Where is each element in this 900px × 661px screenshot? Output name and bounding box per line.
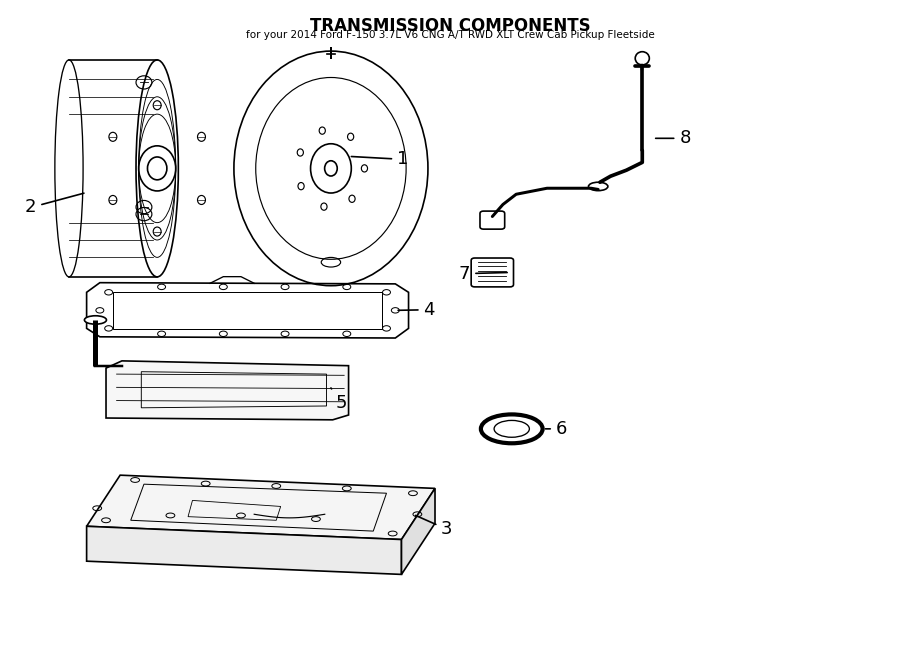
Polygon shape (86, 475, 435, 539)
Text: 6: 6 (545, 420, 567, 438)
Ellipse shape (85, 316, 106, 324)
Text: for your 2014 Ford F-150 3.7L V6 CNG A/T RWD XLT Crew Cab Pickup Fleetside: for your 2014 Ford F-150 3.7L V6 CNG A/T… (246, 30, 654, 40)
Text: 2: 2 (25, 193, 84, 217)
Ellipse shape (635, 52, 649, 65)
Text: TRANSMISSION COMPONENTS: TRANSMISSION COMPONENTS (310, 17, 590, 34)
Text: 3: 3 (416, 516, 453, 538)
Text: 1: 1 (351, 150, 409, 169)
Text: 8: 8 (655, 130, 690, 147)
Polygon shape (86, 526, 401, 574)
Ellipse shape (589, 182, 608, 190)
Text: 7: 7 (459, 264, 508, 283)
Polygon shape (106, 361, 348, 420)
Polygon shape (401, 488, 435, 574)
Text: 5: 5 (331, 388, 346, 412)
Text: 4: 4 (398, 301, 435, 319)
